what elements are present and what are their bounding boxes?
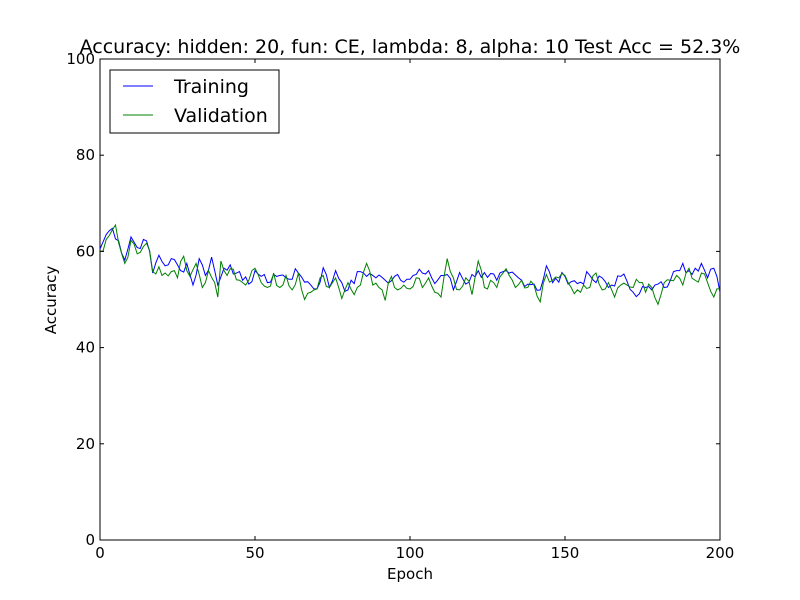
x-axis-label: Epoch xyxy=(387,565,433,583)
y-tick-label: 60 xyxy=(76,242,95,260)
chart-title: Accuracy: hidden: 20, fun: CE, lambda: 8… xyxy=(80,36,741,58)
plot-area: 0 50 100 150 200 0 20 40 60 80 100 xyxy=(66,50,734,562)
x-tick-label: 0 xyxy=(95,544,105,562)
x-tick-label: 50 xyxy=(245,544,264,562)
x-tick-label: 100 xyxy=(396,544,425,562)
legend-label-validation: Validation xyxy=(174,105,268,127)
y-tick-label: 40 xyxy=(76,339,95,357)
legend: Training Validation xyxy=(109,69,280,134)
series-line-training xyxy=(99,227,721,298)
series-line-validation xyxy=(99,223,720,306)
y-tick-label: 20 xyxy=(76,435,95,453)
legend-label-training: Training xyxy=(173,76,249,98)
legend-box xyxy=(109,69,280,134)
x-axis-ticks: 0 50 100 150 200 xyxy=(95,59,734,562)
y-axis-label: Accuracy xyxy=(42,266,60,335)
y-axis-ticks: 0 20 40 60 80 100 xyxy=(66,50,720,549)
x-tick-label: 200 xyxy=(706,544,735,562)
y-tick-label: 100 xyxy=(66,50,95,68)
y-tick-label: 80 xyxy=(76,146,95,164)
x-tick-label: 150 xyxy=(551,544,580,562)
series-layer xyxy=(99,223,721,306)
y-tick-label: 0 xyxy=(85,531,95,549)
